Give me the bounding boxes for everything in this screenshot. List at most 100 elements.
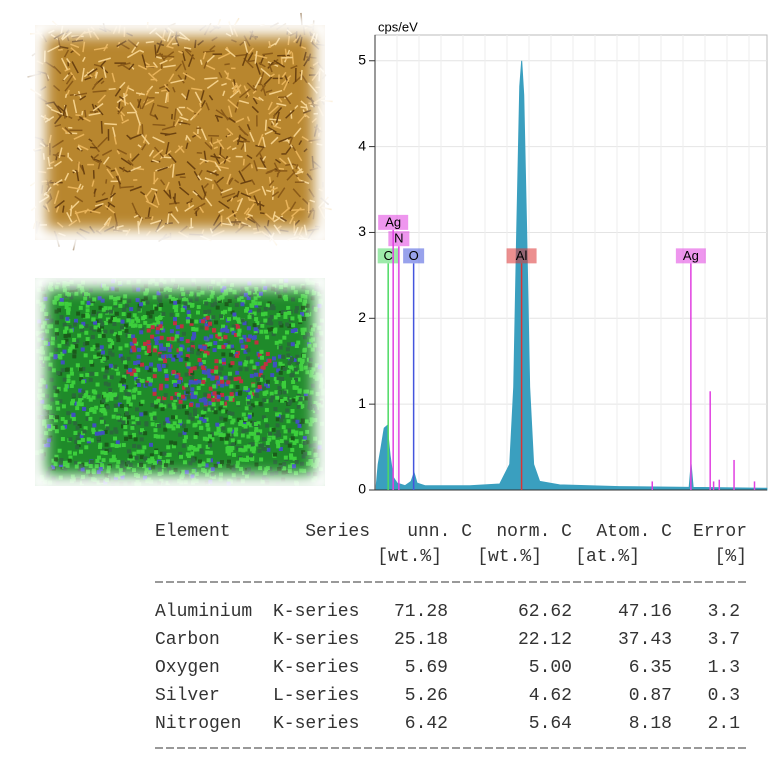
pixel	[122, 443, 126, 447]
pixel	[235, 371, 239, 375]
pixel	[120, 464, 124, 468]
pixel	[227, 428, 231, 432]
pixel	[309, 422, 313, 426]
pixel	[81, 438, 85, 442]
pixel	[181, 308, 185, 312]
pixel	[273, 460, 277, 464]
pixel	[310, 390, 314, 394]
y-tick-label: 4	[358, 137, 366, 153]
pixel	[218, 433, 222, 437]
pixel	[220, 437, 224, 441]
pixel	[87, 301, 91, 305]
pixel	[278, 321, 282, 325]
pixel	[66, 374, 70, 378]
y-tick-label: 0	[358, 481, 366, 497]
pixel	[184, 435, 188, 439]
pixel	[308, 363, 312, 367]
pixel	[259, 330, 263, 334]
pixel	[64, 420, 68, 424]
pixel	[151, 422, 155, 426]
pixel	[290, 316, 294, 320]
pixel	[73, 322, 77, 326]
element-label: Ag	[385, 214, 401, 229]
pixel	[294, 368, 298, 372]
pixel	[140, 400, 144, 404]
pixel	[127, 357, 131, 361]
fiber	[63, 206, 64, 213]
pixel	[95, 464, 99, 468]
pixel	[93, 391, 97, 395]
pixel	[237, 298, 241, 302]
pixel	[311, 296, 315, 300]
pixel	[116, 440, 120, 444]
pixel	[263, 471, 267, 475]
pixel	[187, 310, 191, 314]
pixel	[266, 466, 270, 470]
pixel	[136, 379, 140, 383]
pixel	[108, 344, 112, 348]
pixel	[218, 464, 222, 468]
pixel	[66, 411, 70, 415]
pixel	[153, 416, 157, 420]
pixel	[130, 426, 134, 430]
pixel	[234, 432, 238, 436]
pixel	[231, 438, 235, 442]
pixel	[252, 447, 256, 451]
pixel	[105, 366, 109, 370]
pixel	[154, 434, 158, 438]
pixel	[184, 383, 188, 387]
pixel	[105, 443, 109, 447]
pixel	[102, 458, 106, 462]
pixel	[270, 315, 274, 319]
pixel	[52, 368, 56, 372]
pixel	[286, 419, 290, 423]
table-cell: 3.2	[708, 602, 740, 622]
pixel	[68, 459, 72, 463]
pixel	[160, 336, 164, 340]
pixel	[100, 345, 104, 349]
pixel	[305, 370, 309, 374]
pixel	[279, 418, 283, 422]
pixel	[163, 428, 167, 432]
pixel	[191, 459, 195, 463]
pixel	[204, 401, 208, 405]
pixel	[208, 434, 212, 438]
pixel	[137, 383, 141, 387]
pixel	[158, 316, 162, 320]
pixel	[81, 314, 85, 318]
pixel	[153, 374, 157, 378]
pixel	[299, 431, 303, 435]
pixel	[301, 294, 305, 298]
pixel	[79, 464, 83, 468]
pixel	[92, 396, 96, 400]
pixel	[101, 431, 105, 435]
pixel	[75, 445, 79, 449]
pixel	[232, 453, 236, 457]
element-label: N	[394, 231, 403, 246]
fiber	[102, 121, 103, 134]
pixel	[206, 316, 210, 320]
pixel	[85, 412, 89, 416]
fiber	[75, 115, 80, 116]
pixel	[220, 401, 224, 405]
pixel	[185, 411, 189, 415]
pixel	[61, 340, 65, 344]
pixel	[239, 379, 243, 383]
pixel	[238, 367, 242, 371]
pixel	[277, 377, 281, 381]
pixel	[137, 391, 141, 395]
pixel	[95, 432, 99, 436]
pixel	[276, 417, 280, 421]
pixel	[179, 400, 183, 404]
pixel	[102, 357, 106, 361]
pixel	[301, 306, 305, 310]
pixel	[173, 317, 177, 321]
pixel	[221, 426, 225, 430]
pixel	[168, 404, 172, 408]
pixel	[291, 342, 295, 346]
pixel	[287, 370, 291, 374]
table-cell: 4.62	[529, 686, 572, 706]
pixel	[288, 361, 292, 365]
pixel	[161, 355, 165, 359]
table-cell: 0.3	[708, 686, 740, 706]
